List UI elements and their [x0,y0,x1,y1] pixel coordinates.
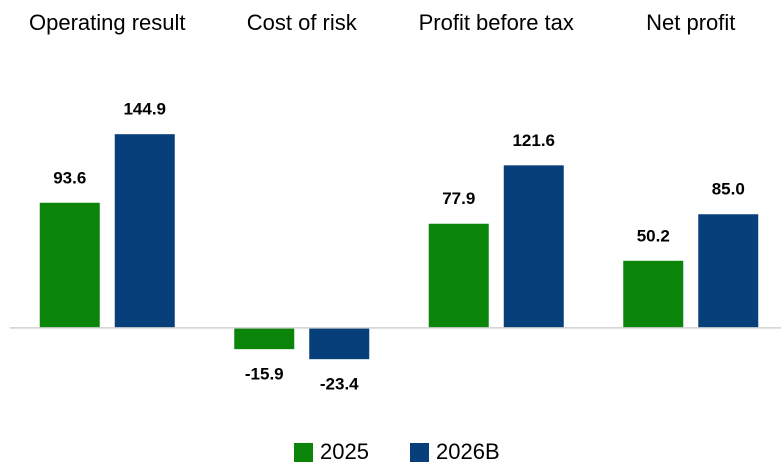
data-label: -15.9 [245,365,284,384]
bar [309,327,370,360]
bar [39,202,100,328]
category-label: Profit before tax [419,10,574,35]
legend-swatch [294,443,313,462]
bar [503,165,564,328]
bar [234,327,295,350]
data-label: 93.6 [53,168,86,187]
legend-label: 2025 [320,439,369,464]
data-label: 144.9 [123,100,166,119]
data-label: 121.6 [512,131,555,150]
category-label: Operating result [29,10,186,35]
data-label: 50.2 [637,226,670,245]
data-label: 85.0 [712,180,745,199]
bar [114,134,175,328]
bar [623,260,684,328]
category-label: Cost of risk [247,10,358,35]
data-label: -23.4 [320,375,359,394]
legend-label: 2026B [436,439,500,464]
legend-swatch [410,443,429,462]
data-label: 77.9 [442,189,475,208]
category-label: Net profit [646,10,735,35]
bar [698,214,759,328]
bar [428,223,489,328]
